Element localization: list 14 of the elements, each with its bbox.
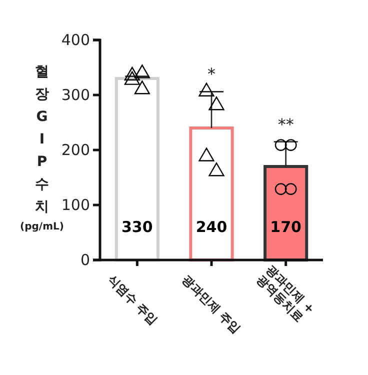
y-tick-label: 300 (61, 86, 90, 104)
y-tick-label: 200 (61, 140, 90, 159)
bar (264, 165, 308, 262)
data-label: 170 (270, 218, 302, 236)
y-tick-label: 100 (61, 196, 90, 214)
y-tick-label: 0 (80, 250, 90, 269)
y-axis-title: 혈장 GIP 수치 (pg/mL) (20, 64, 64, 232)
bar (189, 126, 234, 262)
data-label: 240 (196, 218, 228, 236)
annotation: * (208, 64, 216, 84)
y-tick-label: 400 (61, 30, 90, 49)
bar (114, 77, 160, 262)
data-label: 330 (122, 218, 153, 236)
annotation: ** (278, 114, 294, 134)
